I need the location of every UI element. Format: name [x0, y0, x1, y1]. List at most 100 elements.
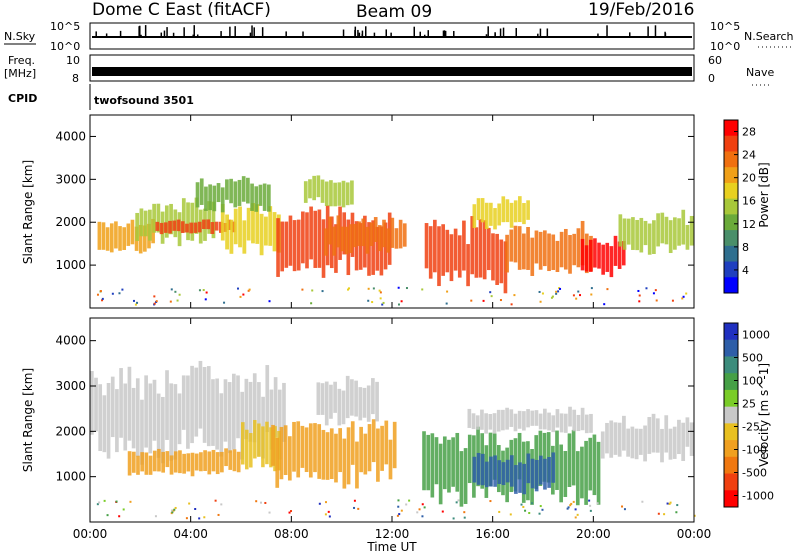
- heatmap-noise: [379, 291, 382, 294]
- heatmap-noise: [572, 294, 575, 297]
- heatmap-cell: [190, 365, 194, 444]
- heatmap-cell: [643, 425, 647, 462]
- heatmap-cell: [514, 465, 518, 494]
- heatmap-cell: [106, 383, 111, 459]
- freq-unit: [MHz]: [4, 67, 36, 80]
- heatmap-noise: [173, 508, 176, 511]
- heatmap-cell: [433, 219, 437, 273]
- y-tick-label: 3000: [55, 172, 86, 186]
- heatmap-cell: [148, 383, 153, 454]
- heatmap-cell: [631, 217, 635, 250]
- heatmap-noise: [378, 289, 381, 292]
- x-tick-label: 00:00: [677, 527, 712, 541]
- heatmap-cell: [576, 228, 581, 268]
- heatmap-cell: [236, 375, 240, 439]
- heatmap-noise: [590, 293, 593, 296]
- heatmap-cell: [551, 452, 556, 483]
- heatmap-cell: [677, 419, 681, 455]
- heatmap-noise: [202, 289, 205, 292]
- heatmap-cell: [390, 217, 395, 248]
- heatmap-cell: [140, 399, 144, 465]
- heatmap-noise: [588, 499, 591, 502]
- heatmap-cell: [476, 198, 481, 221]
- heatmap-cell: [320, 383, 325, 415]
- heatmap-cell: [211, 449, 216, 472]
- heatmap-cell: [499, 239, 504, 284]
- heatmap-cell: [543, 408, 547, 430]
- colorbar-swatch: [724, 151, 738, 168]
- heatmap-cell: [308, 179, 312, 199]
- heatmap-cell: [358, 223, 363, 270]
- heatmap-cell: [321, 429, 326, 480]
- heatmap-cell: [563, 450, 568, 497]
- heatmap-noise: [513, 294, 516, 297]
- heatmap-cell: [353, 223, 357, 248]
- heatmap-cell: [262, 183, 267, 211]
- colorbar-swatch: [724, 323, 738, 341]
- heatmap-cell: [428, 226, 433, 279]
- nsky-top-tick: 10^5: [50, 20, 80, 33]
- heatmap-noise: [247, 289, 250, 292]
- heatmap-cell: [668, 220, 673, 254]
- heatmap-cell: [110, 376, 115, 438]
- heatmap-cell: [442, 436, 447, 490]
- heatmap-cell: [522, 203, 526, 225]
- colorbar-frame: [723, 119, 739, 294]
- heatmap-cell: [303, 181, 308, 203]
- heatmap-cell: [223, 379, 228, 442]
- velocity-panel: 1000 2000 3000 4000 Slant Range [km] 1000 50…: [21, 317, 774, 523]
- heatmap-cell: [338, 428, 343, 473]
- heatmap-cell: [309, 206, 313, 260]
- heatmap-cell: [190, 202, 195, 241]
- heatmap-cell: [340, 226, 345, 252]
- heatmap-noise: [452, 517, 455, 520]
- heatmap-cell: [505, 199, 510, 223]
- colorbar-swatch: [724, 356, 738, 374]
- heatmap-noise: [153, 302, 156, 305]
- colorbar-swatch: [724, 261, 738, 278]
- heatmap-noise: [681, 297, 684, 300]
- heatmap-noise: [155, 300, 158, 303]
- heatmap-noise: [445, 302, 448, 305]
- heatmap-cell: [164, 205, 169, 238]
- colorbar-swatch: [724, 490, 738, 508]
- heatmap-noise: [382, 301, 385, 304]
- heatmap-cell: [384, 420, 389, 465]
- heatmap-noise: [569, 504, 572, 507]
- heatmap-cell: [114, 221, 118, 249]
- y-tick-label: 2000: [55, 215, 86, 229]
- heatmap-noise: [682, 295, 685, 298]
- heatmap-noise: [589, 509, 592, 512]
- heatmap-noise: [111, 292, 114, 295]
- heatmap-cell: [689, 422, 694, 456]
- heatmap-cell: [248, 381, 253, 442]
- heatmap-noise: [353, 499, 356, 502]
- velocity-y-axis: 1000 2000 3000 4000: [55, 334, 694, 484]
- heatmap-noise: [421, 503, 424, 506]
- heatmap-cell: [189, 222, 194, 234]
- heatmap-cell: [572, 409, 577, 432]
- x-tick-label: 08:00: [274, 527, 309, 541]
- nsearch-bottom-tick: 10^0: [710, 40, 740, 53]
- heatmap-cell: [455, 432, 460, 492]
- y-tick-label: 3000: [55, 379, 86, 393]
- heatmap-noise: [153, 295, 156, 298]
- heatmap-cell: [229, 219, 234, 254]
- heatmap-noise: [528, 512, 531, 515]
- heatmap-noise: [675, 511, 678, 514]
- heatmap-noise: [655, 299, 658, 302]
- heatmap-cell: [677, 218, 681, 246]
- x-axis-label: Time UT: [366, 540, 417, 554]
- heatmap-cell: [357, 221, 361, 246]
- heatmap-cell: [505, 234, 509, 273]
- heatmap-cell: [472, 456, 477, 483]
- heatmap-cell: [584, 440, 588, 505]
- heatmap-cell: [484, 202, 489, 230]
- nsearch-label: N.Search: [744, 30, 794, 43]
- heatmap-noise: [638, 300, 641, 303]
- heatmap-cell: [600, 431, 605, 459]
- y-tick-label: 4000: [55, 129, 86, 143]
- heatmap-cell: [246, 177, 250, 204]
- heatmap-cell: [526, 409, 530, 428]
- heatmap-cell: [555, 430, 559, 490]
